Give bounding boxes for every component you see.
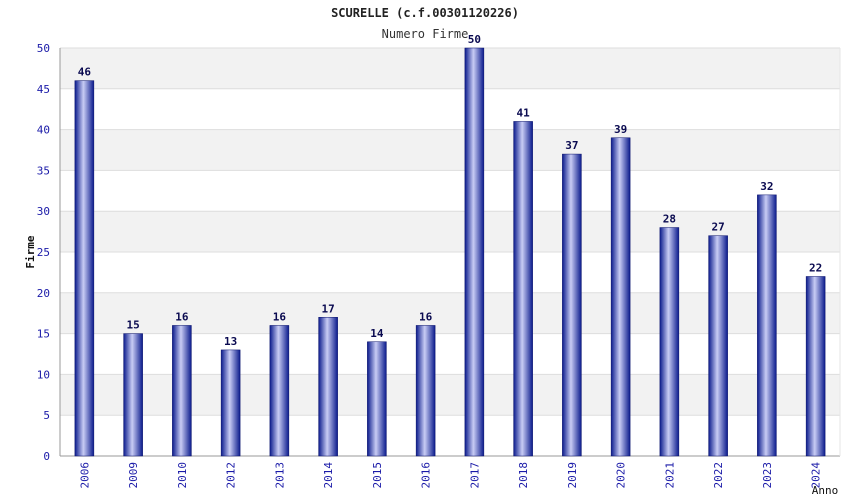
x-tick-label: 2023 <box>761 462 774 489</box>
x-tick-label: 2022 <box>712 462 725 489</box>
y-tick-label: 45 <box>37 83 50 96</box>
bar <box>659 227 680 457</box>
y-tick-label: 0 <box>43 450 50 463</box>
y-tick-label: 50 <box>37 42 50 55</box>
bar <box>220 349 241 457</box>
y-tick-label: 30 <box>37 205 50 218</box>
x-tick-label: 2010 <box>176 462 189 489</box>
x-tick-label: 2024 <box>810 462 823 489</box>
chart-subtitle: Numero Firme <box>381 27 469 41</box>
x-tick-label: 2012 <box>225 462 238 489</box>
bar <box>318 317 338 457</box>
bar <box>757 194 777 457</box>
y-tick-label: 15 <box>37 328 50 341</box>
bar-value-label: 50 <box>468 33 481 46</box>
bar <box>123 333 143 457</box>
chart-title: SCURELLE (c.f.00301120226) <box>331 6 519 20</box>
bar-value-label: 37 <box>565 139 578 152</box>
x-tick-label: 2020 <box>615 462 628 489</box>
x-tick-label: 2019 <box>566 462 579 489</box>
bar-value-label: 28 <box>663 213 676 226</box>
bar-value-label: 13 <box>224 335 237 348</box>
bar <box>415 325 436 457</box>
bar <box>610 137 631 457</box>
grid-band <box>60 129 840 171</box>
x-tick-label: 2015 <box>371 462 384 489</box>
bar <box>464 47 485 457</box>
bar-value-label: 41 <box>517 106 531 119</box>
bar-value-label: 16 <box>273 310 287 323</box>
x-tick-label: 2014 <box>322 462 335 489</box>
y-tick-label: 25 <box>37 246 50 259</box>
y-tick-label: 5 <box>43 409 50 422</box>
x-tick-label: 2021 <box>663 462 676 489</box>
bar <box>269 325 290 457</box>
y-tick-label: 40 <box>37 124 50 137</box>
grid-band <box>60 48 840 89</box>
bar-value-label: 22 <box>809 261 822 274</box>
bar <box>805 276 826 457</box>
bar-value-label: 46 <box>78 66 92 79</box>
y-axis-label: Firme <box>24 235 37 268</box>
bar <box>562 153 582 457</box>
bar-value-label: 16 <box>175 310 189 323</box>
bar-value-label: 39 <box>614 123 627 136</box>
x-tick-label: 2016 <box>420 462 433 489</box>
bar <box>708 235 728 457</box>
y-tick-label: 10 <box>37 368 50 381</box>
bar-value-label: 16 <box>419 310 433 323</box>
bar <box>367 341 387 457</box>
bar-value-label: 32 <box>760 180 773 193</box>
bar <box>513 121 533 457</box>
bar-value-label: 17 <box>322 302 335 315</box>
bar-value-label: 14 <box>370 327 384 340</box>
bar <box>172 325 192 457</box>
x-tick-label: 2013 <box>273 462 286 489</box>
y-tick-label: 20 <box>37 287 50 300</box>
bar <box>74 80 95 457</box>
x-tick-label: 2006 <box>78 462 91 489</box>
y-tick-label: 35 <box>37 164 50 177</box>
bar-value-label: 15 <box>127 319 140 332</box>
x-axis-label: Anno <box>812 484 839 497</box>
bar-value-label: 27 <box>712 221 725 234</box>
x-tick-label: 2009 <box>127 462 140 489</box>
x-tick-label: 2017 <box>468 462 481 489</box>
x-tick-label: 2018 <box>517 462 530 489</box>
